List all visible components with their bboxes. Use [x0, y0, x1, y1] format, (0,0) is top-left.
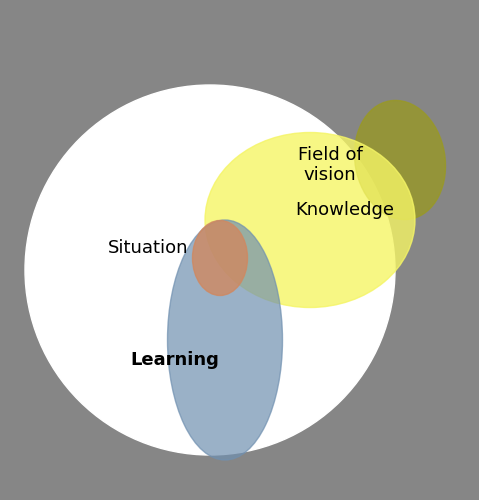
- Circle shape: [25, 85, 395, 455]
- Text: Learning: Learning: [131, 351, 219, 369]
- Ellipse shape: [354, 100, 445, 220]
- Text: Knowledge: Knowledge: [296, 201, 395, 219]
- Ellipse shape: [205, 132, 415, 308]
- Text: Situation: Situation: [108, 239, 188, 257]
- Ellipse shape: [168, 220, 283, 460]
- Text: Field of
vision: Field of vision: [297, 146, 363, 184]
- Ellipse shape: [193, 220, 248, 296]
